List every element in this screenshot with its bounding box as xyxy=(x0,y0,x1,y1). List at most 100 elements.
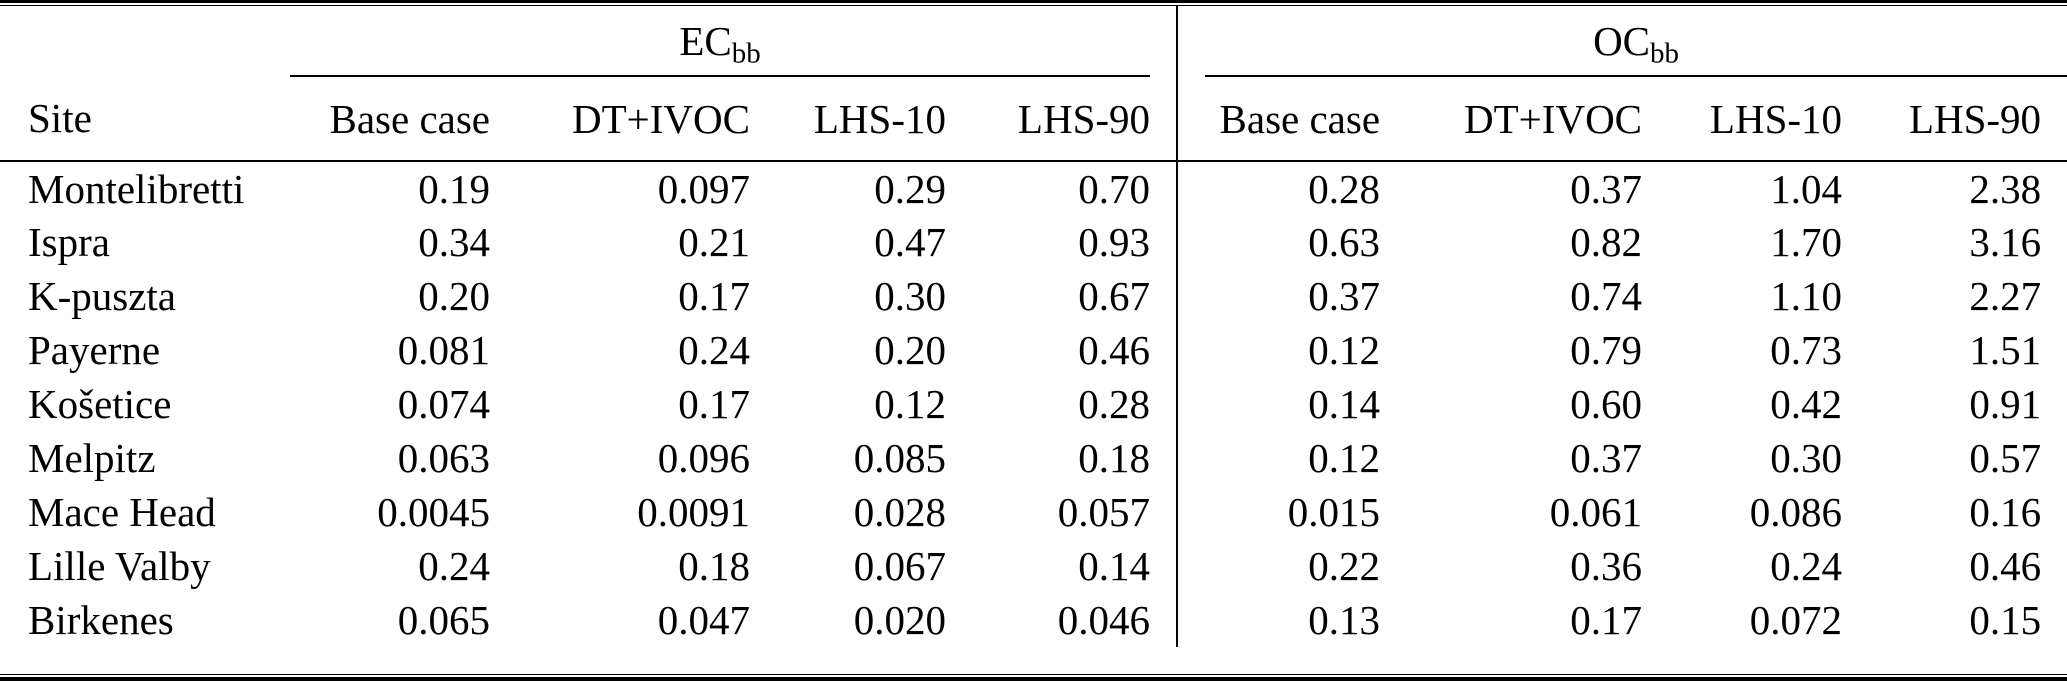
column-header: LHS-90 xyxy=(946,76,1151,162)
group-label-sub: bb xyxy=(731,36,761,69)
value-cell: 0.16 xyxy=(1969,489,2042,535)
group-header-row: ECbb OCbb xyxy=(0,6,2067,77)
value-cell: 0.22 xyxy=(1308,543,1381,589)
value-cell: 0.18 xyxy=(678,543,750,589)
value-cell: 0.19 xyxy=(418,165,490,212)
value-cell: 0.37 xyxy=(1570,435,1643,481)
column-header: LHS-90 xyxy=(1842,76,2067,162)
value-cell: 0.12 xyxy=(1308,435,1381,481)
group-label-sub: bb xyxy=(1650,36,1680,69)
group-header-ec: ECbb xyxy=(290,6,1151,77)
value-cell: 0.47 xyxy=(874,219,946,265)
value-cell: 0.12 xyxy=(874,381,946,427)
value-cell: 0.020 xyxy=(853,597,946,643)
value-cell: 0.097 xyxy=(657,165,750,212)
value-cell: 0.20 xyxy=(418,273,490,319)
table-row: Melpitz 0.063 0.096 0.085 0.18 0.12 0.37… xyxy=(0,431,2067,485)
column-divider xyxy=(1150,485,1206,539)
value-cell: 0.061 xyxy=(1549,489,1643,535)
column-divider xyxy=(1150,269,1206,323)
site-column-header: Site xyxy=(0,76,290,162)
value-cell: 0.73 xyxy=(1770,327,1843,373)
value-cell: 1.10 xyxy=(1770,273,1843,319)
value-cell: 0.93 xyxy=(1078,219,1151,265)
value-cell: 0.91 xyxy=(1969,381,2042,427)
value-cell: 0.67 xyxy=(1078,273,1151,319)
table-inner-rules: ECbb OCbb Site Base case DT+IVOC LHS-10 … xyxy=(0,5,2067,675)
column-divider xyxy=(1150,215,1206,269)
site-cell: Košetice xyxy=(28,381,172,427)
value-cell: 0.12 xyxy=(1308,327,1381,373)
value-cell: 0.18 xyxy=(1078,435,1151,481)
column-divider xyxy=(1150,323,1206,377)
group-header-empty xyxy=(0,6,290,76)
value-cell: 0.57 xyxy=(1969,435,2042,481)
value-cell: 0.21 xyxy=(678,219,750,265)
value-cell: 0.085 xyxy=(853,435,946,481)
column-divider xyxy=(1150,377,1206,431)
site-cell: Payerne xyxy=(28,327,161,373)
value-cell: 3.16 xyxy=(1969,219,2042,265)
column-divider xyxy=(1150,593,1206,647)
table-row: Ispra 0.34 0.21 0.47 0.93 0.63 0.82 1.70… xyxy=(0,215,2067,269)
column-header: DT+IVOC xyxy=(1380,76,1643,162)
value-cell: 0.17 xyxy=(678,273,750,319)
value-cell: 0.063 xyxy=(397,435,490,481)
site-cell: K-puszta xyxy=(28,273,177,319)
column-divider xyxy=(1150,539,1206,593)
value-cell: 0.0045 xyxy=(377,489,490,535)
column-divider xyxy=(1150,6,1206,76)
value-cell: 0.13 xyxy=(1308,597,1381,643)
value-cell: 0.46 xyxy=(1078,327,1151,373)
table-row: Košetice 0.074 0.17 0.12 0.28 0.14 0.60 … xyxy=(0,377,2067,431)
value-cell: 0.046 xyxy=(1057,597,1151,643)
value-cell: 0.086 xyxy=(1749,489,1843,535)
value-cell: 0.82 xyxy=(1570,219,1643,265)
value-cell: 0.028 xyxy=(853,489,946,535)
value-cell: 0.42 xyxy=(1770,381,1843,427)
value-cell: 0.60 xyxy=(1570,381,1643,427)
results-table: ECbb OCbb Site Base case DT+IVOC LHS-10 … xyxy=(0,6,2067,663)
table-row: Montelibretti 0.19 0.097 0.29 0.70 0.28 … xyxy=(0,161,2067,215)
value-cell: 0.17 xyxy=(1570,597,1643,643)
value-cell: 0.15 xyxy=(1969,597,2042,643)
site-cell: Melpitz xyxy=(28,435,156,481)
table-row: Payerne 0.081 0.24 0.20 0.46 0.12 0.79 0… xyxy=(0,323,2067,377)
value-cell: 2.27 xyxy=(1969,273,2042,319)
column-header: DT+IVOC xyxy=(490,76,750,162)
site-cell: Mace Head xyxy=(28,489,216,535)
value-cell: 0.37 xyxy=(1308,273,1381,319)
value-cell: 0.29 xyxy=(874,165,946,212)
bottom-spacer-cell xyxy=(0,647,2067,663)
site-cell: Montelibretti xyxy=(28,165,245,212)
column-header: LHS-10 xyxy=(1642,76,1843,162)
value-cell: 1.70 xyxy=(1770,219,1843,265)
value-cell: 0.79 xyxy=(1570,327,1643,373)
value-cell: 0.28 xyxy=(1308,165,1381,212)
value-cell: 0.047 xyxy=(657,597,750,643)
value-cell: 0.36 xyxy=(1570,543,1643,589)
value-cell: 0.30 xyxy=(874,273,946,319)
value-cell: 0.24 xyxy=(1770,543,1843,589)
value-cell: 0.015 xyxy=(1287,489,1381,535)
value-cell: 0.0091 xyxy=(637,489,750,535)
value-cell: 0.30 xyxy=(1770,435,1843,481)
value-cell: 0.28 xyxy=(1078,381,1151,427)
site-cell: Birkenes xyxy=(28,597,174,643)
group-label-main: EC xyxy=(679,17,732,64)
value-cell: 0.63 xyxy=(1308,219,1381,265)
column-header-row: Site Base case DT+IVOC LHS-10 LHS-90 Bas… xyxy=(0,76,2067,162)
column-divider xyxy=(1150,431,1206,485)
group-label-main: OC xyxy=(1593,17,1651,64)
value-cell: 0.096 xyxy=(657,435,750,481)
value-cell: 1.51 xyxy=(1969,327,2042,373)
value-cell: 2.38 xyxy=(1969,165,2042,212)
table-row: Mace Head 0.0045 0.0091 0.028 0.057 0.01… xyxy=(0,485,2067,539)
value-cell: 0.065 xyxy=(397,597,490,643)
column-divider xyxy=(1150,76,1206,162)
value-cell: 0.70 xyxy=(1078,165,1151,212)
value-cell: 0.34 xyxy=(418,219,490,265)
table-row: K-puszta 0.20 0.17 0.30 0.67 0.37 0.74 1… xyxy=(0,269,2067,323)
